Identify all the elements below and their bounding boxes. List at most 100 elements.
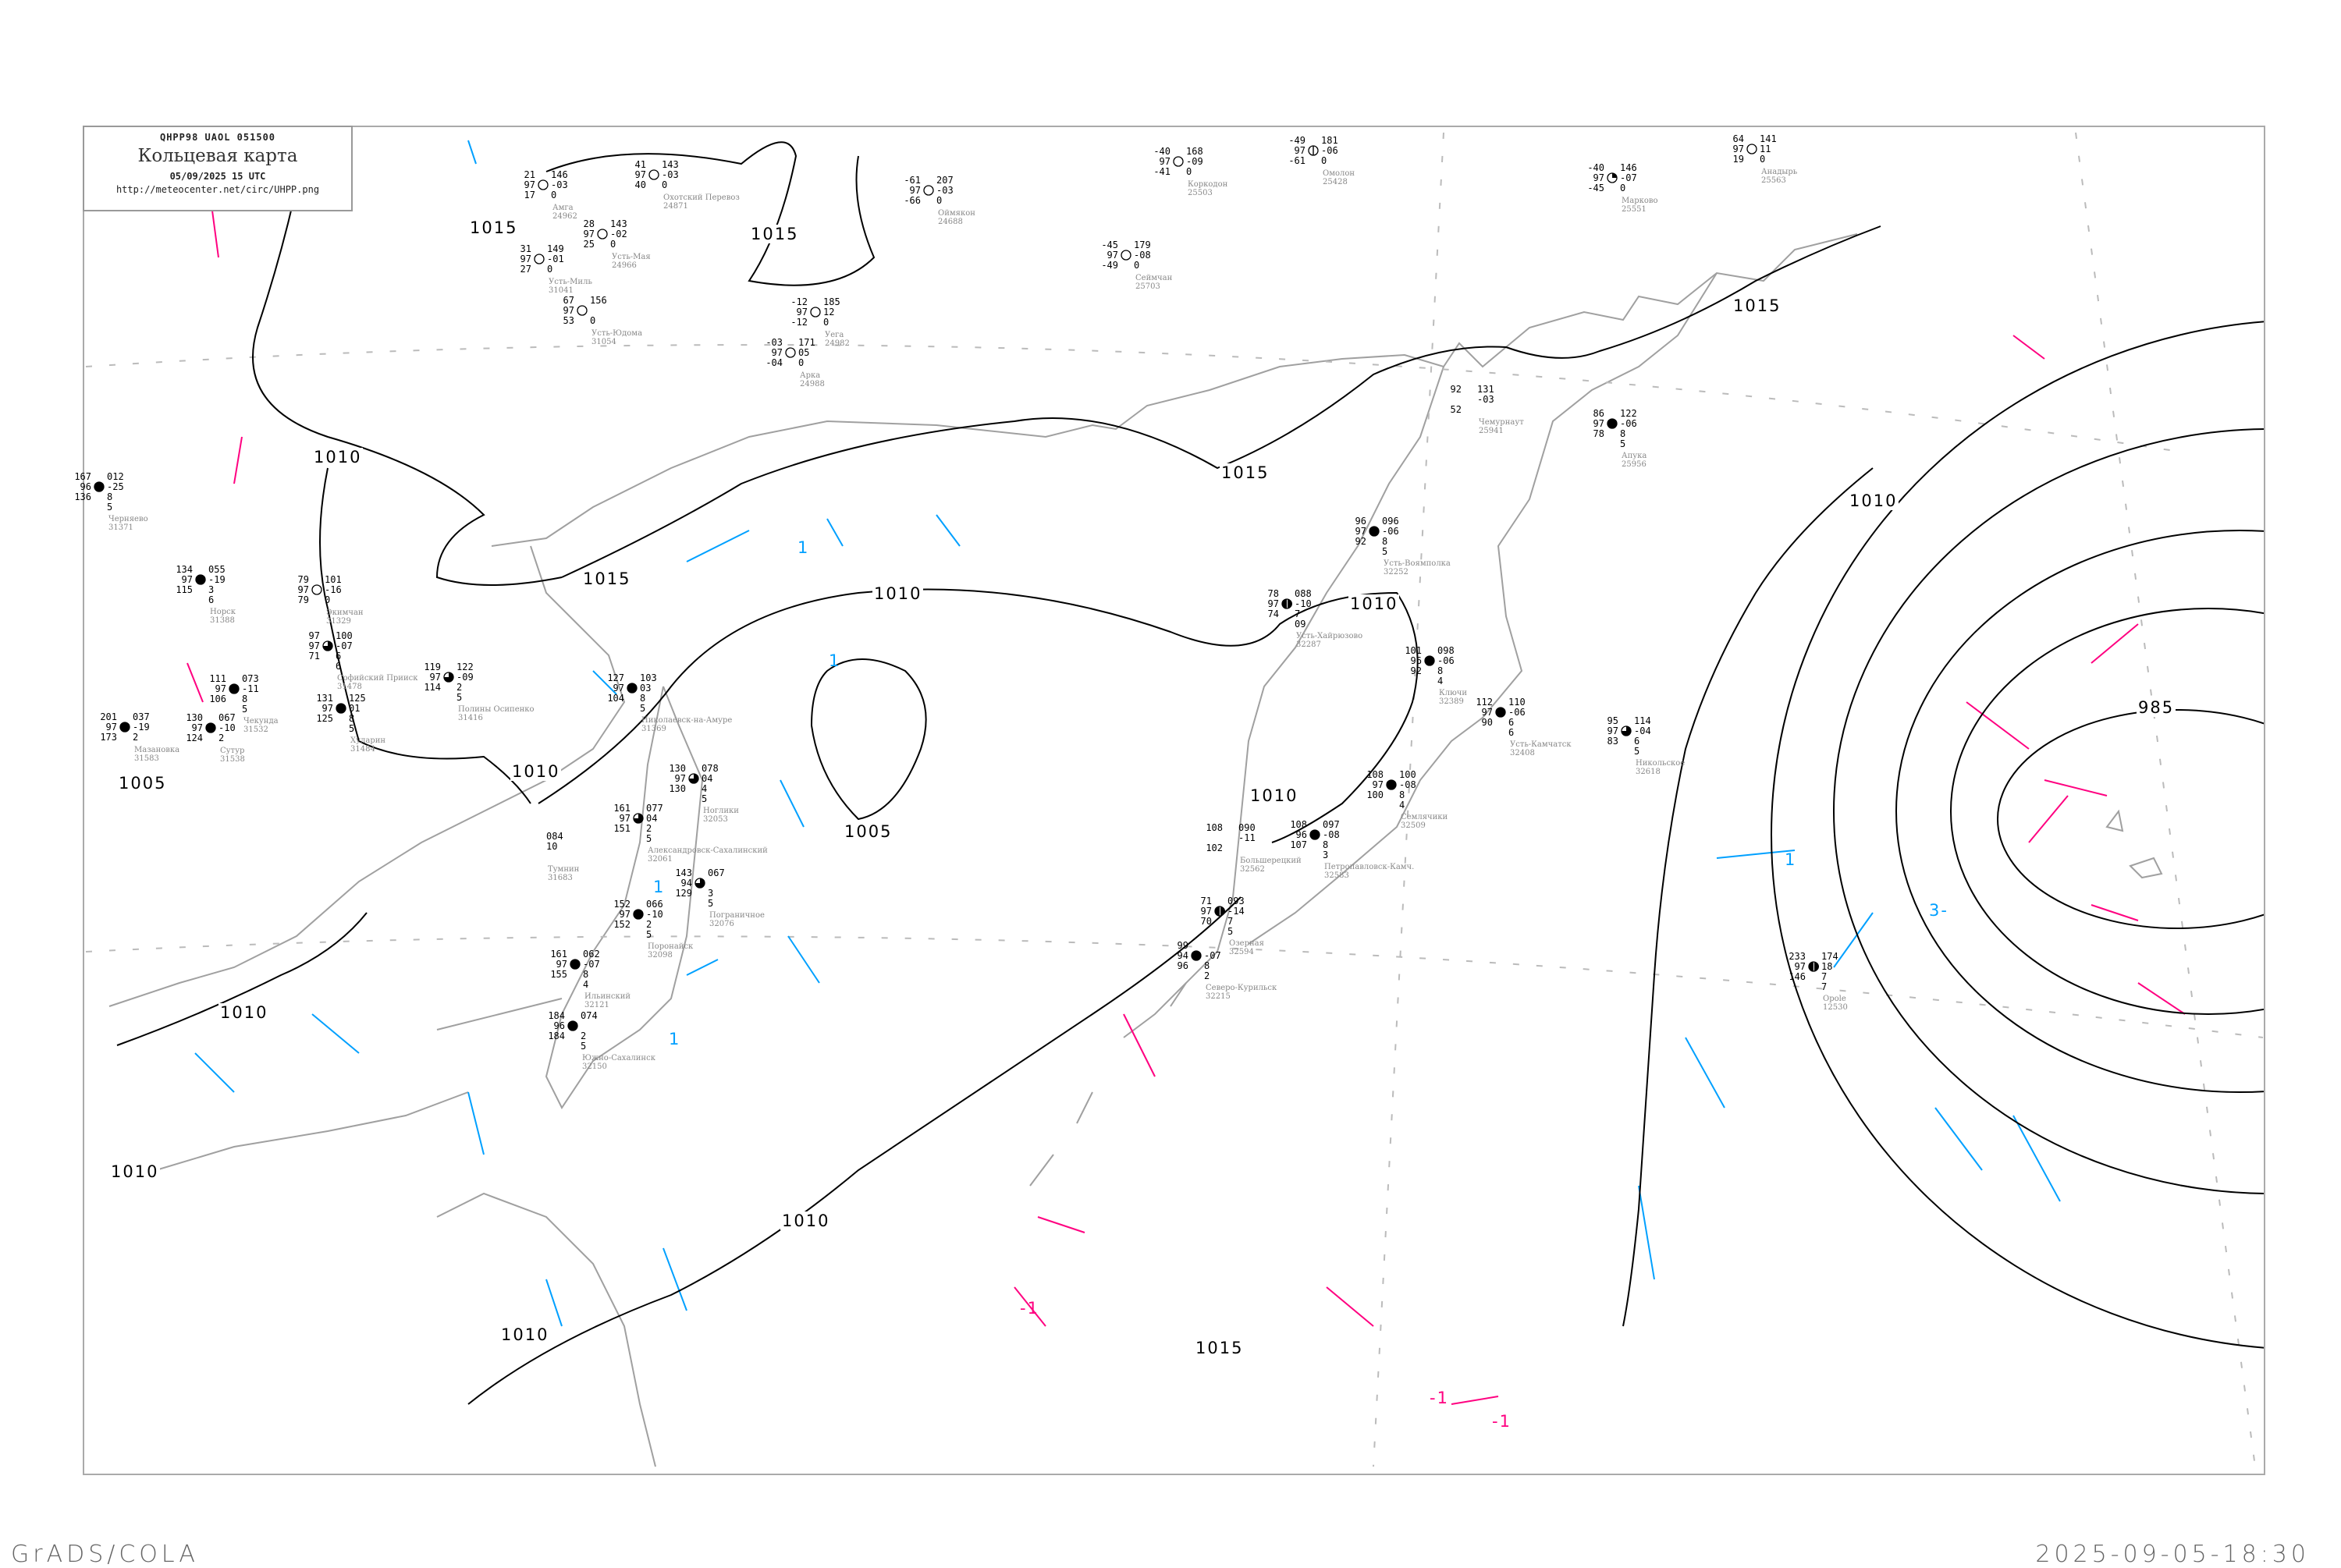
- station-value: 0: [547, 264, 553, 275]
- station-name-text: Николаевск-на-Амуре: [641, 716, 733, 725]
- station-right-values: -07 8 2: [1204, 941, 1221, 981]
- station-value: 0: [1620, 183, 1626, 193]
- station-value: 8: [1382, 536, 1388, 547]
- station-value: 101: [1405, 645, 1422, 656]
- station-value: -49: [1101, 260, 1118, 271]
- isobar-label: 1010: [872, 584, 924, 603]
- station-index: 25428: [1323, 178, 1348, 186]
- station-value: 4: [583, 979, 589, 990]
- station-name: Николаевск-на-Амуре 31369: [641, 716, 732, 733]
- station-value: -12: [790, 317, 808, 328]
- station-value: 74: [1267, 608, 1279, 619]
- cloud-cover-icon: [1621, 725, 1632, 736]
- station-right-values: 103 03 8 5: [640, 673, 657, 714]
- station-value: -25: [107, 481, 124, 492]
- cloud-cover-icon: [633, 909, 644, 920]
- station-value: 122: [1620, 408, 1637, 419]
- station-value: 5: [702, 793, 708, 804]
- station-value: -08: [1134, 250, 1151, 261]
- station-value: 99: [1177, 940, 1188, 951]
- station-index: 32509: [1401, 821, 1426, 830]
- cloud-cover-icon: [1746, 144, 1757, 154]
- station-value: 093: [1227, 896, 1245, 906]
- cloud-cover-icon: [1386, 779, 1397, 790]
- station-right-values: 143 -03 0: [662, 160, 679, 190]
- station-name: Амга 24962: [552, 204, 577, 221]
- station-value: 97: [105, 722, 117, 733]
- station-value: 141: [1760, 133, 1777, 144]
- isallobar-label: -1: [1430, 1389, 1449, 1407]
- station-right-values: 098 -06 8 4: [1437, 646, 1455, 686]
- station-value: 94: [1177, 950, 1188, 961]
- station-index: 32594: [1229, 948, 1254, 956]
- station-name-text: Полины Осипенко: [458, 705, 535, 714]
- station-left-values: 119 97 114: [424, 662, 441, 693]
- station-value: 97: [297, 584, 309, 595]
- isobar-label: 1005: [117, 774, 169, 793]
- station-name: Усть-Юдома 31054: [591, 329, 642, 346]
- cloud-cover-icon: [322, 640, 333, 651]
- station-value: 5: [242, 704, 248, 715]
- station-name-text: Экимчан: [326, 608, 364, 617]
- station-value: 97: [1607, 725, 1618, 736]
- station-name-text: Охотский Перевоз: [663, 193, 740, 202]
- station-name: Александровск-Сахалинский 32061: [648, 846, 768, 864]
- cloud-cover-icon: [923, 185, 934, 196]
- station-value: 71: [1200, 896, 1212, 906]
- isallobar-label: 3-: [1929, 901, 1948, 920]
- station-value: 7: [1295, 608, 1301, 619]
- isallobar-label: 1: [653, 878, 666, 896]
- station-name-text: Усть-Хайрюзово: [1296, 632, 1363, 640]
- station-right-values: 179 -08 0: [1134, 240, 1151, 271]
- isobar-label: 1010: [510, 762, 562, 781]
- isobar-1015-west: [252, 186, 563, 586]
- station-right-values: 122 -09 2 5: [456, 662, 474, 703]
- station-index: 12530: [1823, 1003, 1848, 1012]
- station-value: 119: [424, 662, 441, 672]
- station-right-values: 037 -19 2: [133, 712, 150, 743]
- station-value: 207: [936, 175, 954, 186]
- cloud-cover-icon: [538, 179, 549, 190]
- cloud-cover-icon: [443, 672, 454, 683]
- cloud-cover-icon: [1191, 950, 1202, 961]
- station-left-values: 79 97 79: [298, 575, 309, 605]
- station-value: -06: [1437, 655, 1455, 666]
- footer-timestamp: 2025-09-05-18:30: [2035, 1541, 2310, 1568]
- station-value: -61: [1288, 155, 1305, 166]
- station-value: 146: [551, 169, 568, 180]
- station-value: 106: [209, 694, 226, 704]
- isobar-label: 1010: [780, 1211, 832, 1230]
- station-left-values: -45 97 -49: [1101, 240, 1118, 271]
- station-name: Петропавловск-Камч. 32583: [1324, 863, 1414, 880]
- station-value: 114: [1634, 715, 1651, 726]
- station-value: 79: [297, 594, 309, 605]
- station-index: 31054: [591, 338, 616, 346]
- station-name-text: Семлячики: [1401, 813, 1448, 821]
- station-value: -41: [1153, 166, 1170, 177]
- station-name-text: Черняево: [108, 515, 148, 523]
- isobar-1015-okhotsk: [545, 141, 876, 286]
- station-value: 7: [1821, 971, 1828, 982]
- station-value: 96: [1410, 655, 1422, 666]
- station-value: 17: [524, 190, 535, 200]
- station-index: 31371: [108, 523, 133, 532]
- station-index: 25703: [1135, 282, 1160, 291]
- station-value: 6: [1508, 727, 1515, 738]
- station-value: 97: [308, 640, 320, 651]
- cloud-cover-icon: [1369, 526, 1380, 537]
- station-name: Усть-Мая 24966: [612, 253, 651, 270]
- station-left-values: 233 97 146: [1789, 952, 1806, 982]
- isallobar-label: 1: [798, 538, 810, 557]
- station-index: 32053: [703, 815, 728, 824]
- station-value: 102: [1206, 843, 1223, 853]
- station-left-values: 108 97 100: [1366, 770, 1384, 800]
- station-value: 0: [1186, 166, 1192, 177]
- chart-datetime: 05/09/2025 15 UTC: [169, 171, 266, 182]
- station-name-text: Апука: [1622, 452, 1647, 460]
- station-value: -10: [218, 722, 236, 733]
- station-name-text: Тумнин: [548, 865, 580, 874]
- station-value: 100: [1366, 789, 1384, 800]
- station-name: Арка 24988: [800, 371, 825, 388]
- station-value: 05: [798, 347, 810, 358]
- station-name: Полины Осипенко 31416: [458, 705, 535, 722]
